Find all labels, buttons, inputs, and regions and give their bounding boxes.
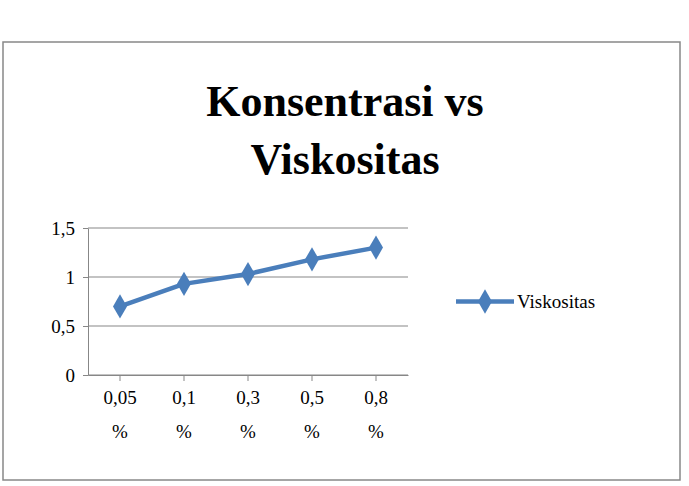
legend-marker	[478, 289, 492, 313]
y-tick-mark	[83, 228, 88, 229]
y-tick: 0,5	[51, 316, 88, 337]
title: Konsentrasi vsViskositas	[206, 77, 483, 184]
y-tick: 1	[66, 267, 89, 288]
x-tick: 0,3%	[236, 375, 260, 442]
series-marker	[241, 262, 255, 286]
x-tick: 0,05%	[103, 375, 136, 442]
series-marker	[305, 247, 319, 271]
x-tick-label: 0,5%	[300, 387, 324, 441]
y-tick: 0	[66, 365, 89, 386]
y-tick-label: 0	[66, 365, 76, 386]
y-tick-mark	[83, 375, 88, 376]
grid-line	[88, 326, 408, 327]
x-tick-label: 0,8%	[364, 387, 388, 441]
y-tick-label: 0,5	[51, 316, 75, 337]
x-tick: 0,1%	[172, 375, 196, 442]
y-axis-line	[88, 229, 89, 376]
legend: Viskositas	[456, 289, 595, 313]
chart: Konsentrasi vsViskositas 0 0,5 1 1,5 0,05% 0,1…	[0, 0, 689, 486]
x-tick-label: 0,1%	[172, 387, 196, 441]
y-tick-label: 1	[66, 267, 76, 288]
series-marker	[369, 235, 383, 259]
x-tick: 0,8%	[364, 375, 388, 442]
series-marker	[113, 294, 127, 318]
plot: 0 0,5 1 1,5 0,05% 0,1% 0,3% 0,5% 0,8%	[51, 218, 408, 442]
x-axis: 0,05% 0,1% 0,3% 0,5% 0,8%	[89, 375, 409, 442]
y-tick-mark	[83, 326, 88, 327]
y-tick-label: 1,5	[51, 218, 75, 239]
x-tick-mark	[312, 375, 313, 381]
legend-label: Viskositas	[517, 291, 595, 312]
x-tick-mark	[120, 375, 121, 381]
grid-line	[88, 228, 408, 229]
x-tick-label: 0,05%	[103, 387, 136, 441]
y-tick-mark	[83, 277, 88, 278]
x-tick-mark	[184, 375, 185, 381]
series-line	[120, 248, 376, 307]
series-group	[113, 235, 383, 318]
series-marker	[177, 272, 191, 296]
y-axis: 0 0,5 1 1,5	[51, 218, 88, 386]
x-tick-label: 0,3%	[236, 387, 260, 441]
x-tick-mark	[376, 375, 377, 381]
y-tick: 1,5	[51, 218, 88, 239]
x-tick: 0,5%	[300, 375, 324, 442]
x-tick-mark	[248, 375, 249, 381]
chart-frame	[3, 42, 680, 480]
